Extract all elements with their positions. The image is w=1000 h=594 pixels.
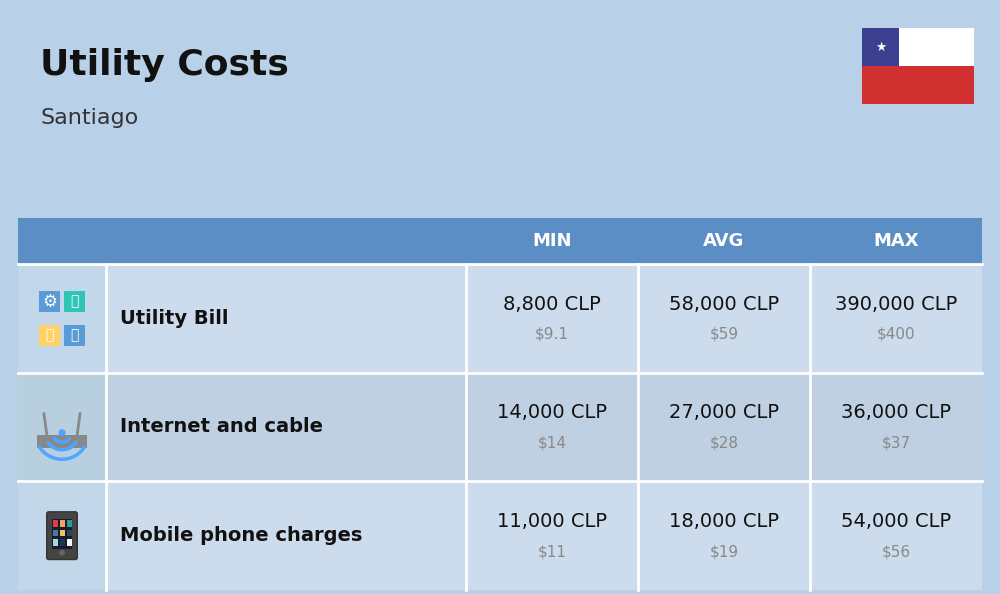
Text: ★: ★	[875, 40, 886, 53]
Text: Internet and cable: Internet and cable	[120, 418, 323, 437]
Text: 390,000 CLP: 390,000 CLP	[835, 295, 957, 314]
Bar	[67, 539, 72, 546]
Text: Mobile phone charges: Mobile phone charges	[120, 526, 362, 545]
Text: 18,000 CLP: 18,000 CLP	[669, 512, 779, 531]
Text: 58,000 CLP: 58,000 CLP	[669, 295, 779, 314]
Text: 11,000 CLP: 11,000 CLP	[497, 512, 607, 531]
Text: Santiago: Santiago	[40, 108, 138, 128]
Bar	[60, 539, 65, 546]
Bar	[64, 324, 85, 346]
Text: $14: $14	[538, 435, 566, 450]
Bar	[67, 530, 72, 536]
Text: $9.1: $9.1	[535, 327, 569, 342]
Text: Utility Costs: Utility Costs	[40, 48, 289, 82]
Text: 💧: 💧	[70, 328, 79, 342]
Bar	[862, 66, 974, 104]
Text: Utility Bill: Utility Bill	[120, 309, 228, 328]
Bar	[18, 218, 982, 264]
Text: MAX: MAX	[873, 232, 919, 250]
FancyBboxPatch shape	[47, 512, 77, 560]
Bar	[862, 28, 899, 66]
Bar	[53, 530, 58, 536]
Bar	[64, 291, 85, 312]
Bar	[899, 28, 974, 66]
Bar	[106, 481, 982, 590]
Bar	[106, 264, 982, 372]
Bar	[52, 519, 72, 549]
Text: 54,000 CLP: 54,000 CLP	[841, 512, 951, 531]
Circle shape	[59, 430, 65, 435]
Text: $19: $19	[709, 544, 739, 559]
Circle shape	[59, 550, 65, 555]
Text: $59: $59	[709, 327, 739, 342]
Bar	[53, 539, 58, 546]
Text: 14,000 CLP: 14,000 CLP	[497, 403, 607, 422]
Bar	[106, 372, 982, 481]
Text: 🔌: 🔌	[45, 328, 54, 342]
Bar	[39, 324, 60, 346]
Bar	[53, 520, 58, 527]
Text: 27,000 CLP: 27,000 CLP	[669, 403, 779, 422]
Bar	[67, 520, 72, 527]
Bar	[37, 435, 87, 448]
Text: $56: $56	[881, 544, 911, 559]
Text: ⚙: ⚙	[42, 293, 57, 311]
Text: $28: $28	[710, 435, 738, 450]
Bar	[18, 264, 106, 372]
Text: $11: $11	[538, 544, 566, 559]
Bar	[60, 530, 65, 536]
Text: $37: $37	[881, 435, 911, 450]
Bar	[60, 520, 65, 527]
Text: 36,000 CLP: 36,000 CLP	[841, 403, 951, 422]
Text: 📱: 📱	[70, 295, 79, 309]
Bar	[18, 372, 106, 481]
Text: 8,800 CLP: 8,800 CLP	[503, 295, 601, 314]
Text: AVG: AVG	[703, 232, 745, 250]
Bar	[39, 291, 60, 312]
Text: $400: $400	[877, 327, 915, 342]
Bar	[18, 481, 106, 590]
Text: MIN: MIN	[532, 232, 572, 250]
